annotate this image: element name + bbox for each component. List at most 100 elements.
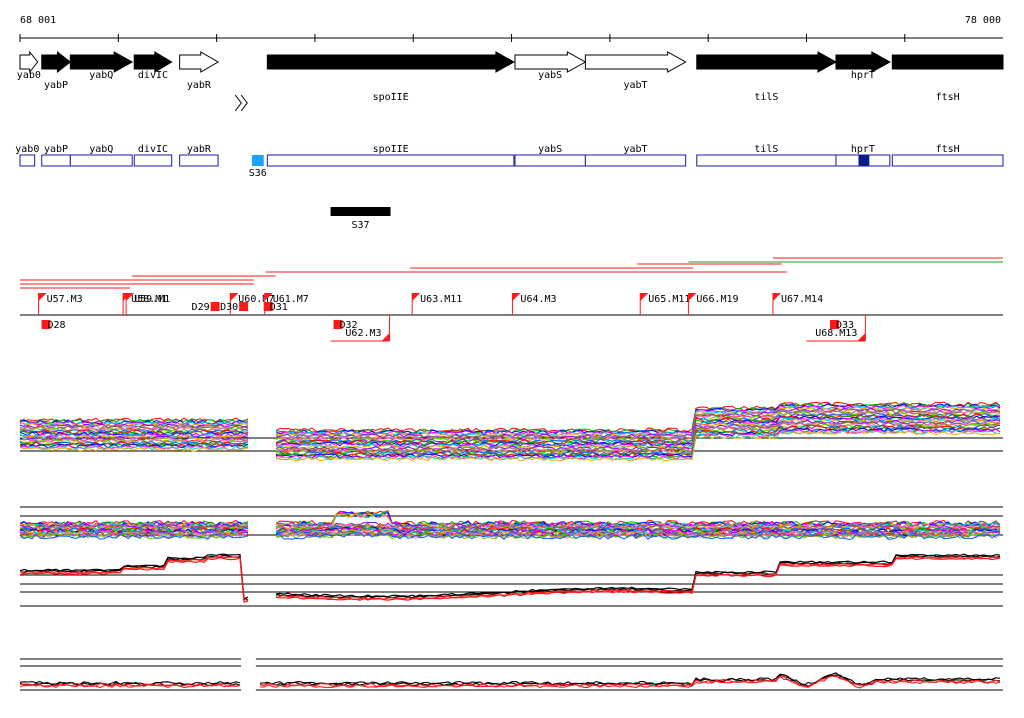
expression-profile-line	[259, 672, 1001, 686]
segment-box-spoIIE	[266, 154, 515, 167]
gene-label: yabR	[187, 80, 212, 91]
tu-up-label: U59.M1	[134, 294, 170, 305]
expression-curve	[19, 439, 249, 445]
segment-box-yabP	[41, 154, 71, 167]
gene-label: yabP	[44, 80, 68, 91]
expression-curve	[275, 428, 1001, 460]
tu-down-marker-icon	[239, 302, 249, 311]
expression-track	[19, 401, 1003, 462]
cis-marker-icon	[234, 94, 242, 112]
tu-up-label: U65.M11	[648, 294, 690, 305]
gene-arrow-hprT	[835, 51, 891, 73]
tu-down-marker-icon	[263, 302, 273, 311]
expression-curve	[275, 421, 1001, 453]
tu-up-flag-icon	[772, 293, 781, 301]
segment-box-tilS	[696, 154, 837, 167]
segment-box-divIC	[133, 154, 173, 167]
expression-curve	[19, 433, 249, 439]
segment-label: ftsH	[936, 144, 960, 155]
segment-label: tilS	[754, 144, 778, 155]
tu-down-label: D32	[340, 320, 358, 331]
segment-box-yabS	[514, 154, 586, 167]
segment-label: spoIIE	[373, 144, 409, 155]
segment-label: yabS	[538, 144, 562, 155]
tu-up-label: U57.M3	[47, 294, 83, 305]
expression-track-secondary	[19, 658, 1003, 691]
feature-bar-track: S37	[330, 207, 391, 231]
tu-down-label: D28	[48, 320, 66, 331]
gene-label: divIC	[138, 70, 168, 81]
tu-down-marker-icon	[333, 320, 343, 329]
tu-down-label: U68.M13	[815, 328, 857, 339]
gene-arrow-divIC	[133, 51, 173, 73]
expression-profile-line	[19, 683, 241, 689]
tu-down-flag-icon	[381, 333, 390, 341]
gene-label: yabS	[538, 70, 562, 81]
segment-label: yabQ	[89, 144, 113, 155]
expression-curve	[275, 412, 1001, 444]
expression-curve	[275, 526, 1001, 535]
tu-down-label: D30	[220, 302, 238, 313]
expression-curve	[19, 418, 249, 424]
expression-curve	[19, 429, 249, 435]
gene-label: ftsH	[936, 92, 960, 103]
expression-track-primary	[19, 553, 1003, 607]
gene-arrow-ftsH	[891, 54, 1004, 70]
segment-label: yabR	[187, 144, 212, 155]
tu-up-flag-icon	[38, 293, 47, 301]
expression-curve	[275, 530, 1001, 538]
gene-label: tilS	[754, 92, 778, 103]
tu-up-flag-icon	[126, 293, 135, 301]
ruler-end-label: 78 000	[965, 15, 1001, 26]
tu-up-label: U61.M7	[273, 294, 309, 305]
gene-arrow-yabT	[584, 51, 687, 73]
expression-curve	[275, 531, 1001, 540]
tu-up-label: U64.M3	[520, 294, 556, 305]
segment-track: yab0 yabP yabQ divIC yabR spoIIE yabS yabT tilS h…	[15, 144, 1004, 179]
expression-profile-line	[19, 554, 249, 601]
segment-label: yabP	[44, 144, 68, 155]
segment-highlight-S36	[251, 155, 264, 166]
gene-arrow-tilS	[696, 51, 838, 73]
expression-curve	[275, 407, 1001, 439]
gene-label: yabT	[623, 80, 647, 91]
expression-track	[19, 506, 1003, 540]
segment-highlight-hprT-block	[858, 155, 870, 166]
tu-up-flag-icon	[688, 293, 697, 301]
expression-curve	[20, 432, 249, 438]
tu-down-label: U62.M3	[345, 328, 381, 339]
expression-curve	[19, 520, 249, 527]
tu-down-label: D29	[192, 302, 210, 313]
segment-highlight-label: S36	[249, 168, 267, 179]
segment-label: divIC	[138, 144, 168, 155]
expression-curve	[275, 417, 1001, 449]
cis-marker-icon	[240, 94, 248, 112]
tu-down-flag-icon	[857, 333, 866, 341]
tu-down-marker-icon	[210, 302, 220, 311]
tu-up-flag-icon	[264, 293, 273, 301]
expression-curve	[275, 522, 1001, 531]
expression-curve	[20, 528, 249, 536]
gene-arrow-yab0	[19, 50, 39, 74]
gene-label: yabQ	[89, 70, 113, 81]
expression-profile-line	[259, 675, 1001, 689]
expression-curve	[19, 443, 249, 449]
expression-profile-line	[19, 556, 249, 603]
expression-curve	[19, 424, 249, 430]
tu-up-label: U66.M19	[696, 294, 738, 305]
expression-profile-line	[275, 553, 1001, 598]
segment-box-yabR	[179, 154, 219, 167]
tu-up-label: U63.M11	[420, 294, 462, 305]
coordinate-ruler: 68 001 78 000	[19, 15, 1003, 42]
expression-curve	[19, 530, 249, 537]
expression-curve	[19, 533, 249, 540]
feature-bar-S37	[330, 207, 391, 216]
segment-label: hprT	[851, 144, 875, 155]
tu-up-label: U67.M14	[781, 294, 823, 305]
expression-curve	[19, 446, 249, 452]
tu-down-label: D33	[836, 320, 854, 331]
